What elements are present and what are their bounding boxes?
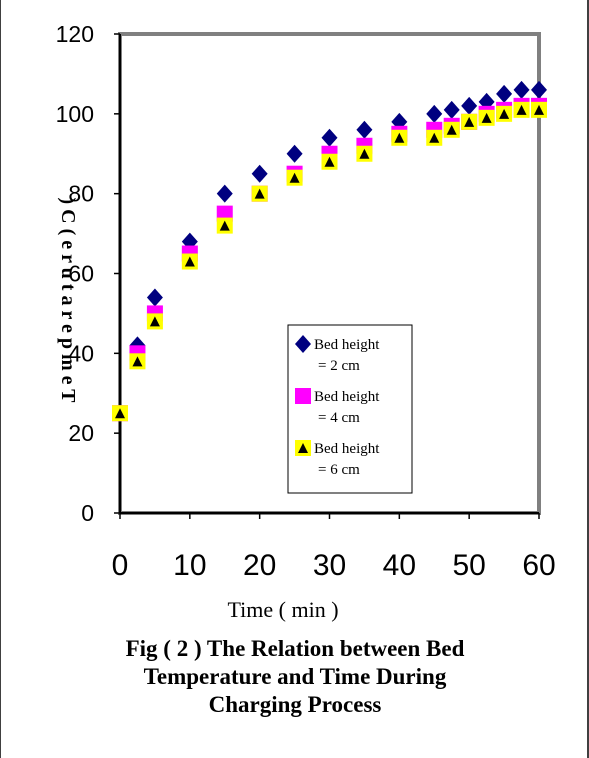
legend-label-3: Bed height: [314, 441, 380, 457]
legend-label-1: Bed height: [314, 337, 380, 353]
legend-marker-3-inner: [298, 443, 308, 453]
axis-ticks: 0 20 40 60 80 100 120 0 10 20 30 40 50 60: [56, 21, 556, 582]
legend-label-3: = 6 cm: [318, 462, 360, 478]
series-3-point-inner: [324, 156, 335, 167]
series-1-point: [461, 96, 478, 115]
series-1-point: [321, 128, 338, 147]
legend: Bed height = 2 cm Bed height = 4 cm Bed heig…: [287, 324, 413, 494]
y-tick-label: 20: [68, 420, 94, 446]
y-tick-label: 120: [56, 21, 94, 47]
series-1-point: [286, 144, 303, 163]
series-1-point: [443, 100, 460, 119]
series-3-point-inner: [464, 116, 475, 127]
series-3-point-inner: [446, 124, 457, 135]
series-3-point-inner: [219, 220, 230, 231]
series-3-point-inner: [115, 408, 125, 419]
series-1-point: [146, 288, 163, 307]
series-3-point-inner: [429, 132, 440, 143]
x-tick-label: 60: [522, 549, 555, 582]
y-tick-label: 100: [56, 101, 94, 127]
series-3-point-inner: [359, 148, 370, 159]
x-tick-label: 50: [452, 549, 485, 582]
series-3-point-inner: [499, 108, 510, 119]
legend-label-1: = 2 cm: [318, 358, 360, 374]
series-1-point: [496, 84, 513, 103]
y-tick-label: 80: [68, 181, 94, 207]
series-3-point-inner: [516, 104, 527, 115]
series-3-point-inner: [289, 172, 300, 183]
legend-box: [287, 324, 413, 494]
series-3-point-inner: [534, 104, 544, 115]
y-axis-label: ) C ( e r u t a r e p m e T: [57, 198, 79, 404]
legend-label-2: Bed height: [314, 389, 380, 405]
legend-marker-1: [295, 335, 311, 353]
series-3-point-inner: [481, 112, 492, 123]
series-3-point-inner: [132, 356, 143, 367]
x-tick-label: 30: [313, 549, 346, 582]
y-tick-label: 60: [68, 261, 94, 287]
caption-line-2: Temperature and Time During: [143, 664, 447, 689]
caption-line-1: Fig ( 2 ) The Relation between Bed: [125, 636, 465, 661]
series-1-point: [513, 80, 530, 99]
series-1-point: [251, 164, 268, 183]
x-tick-label: 10: [173, 549, 206, 582]
y-tick-label: 0: [81, 500, 94, 526]
x-tick-label: 40: [383, 549, 416, 582]
series-3-point-inner: [149, 316, 160, 327]
series-1-point: [356, 120, 373, 139]
legend-label-2: = 4 cm: [318, 410, 360, 426]
series-1-point: [216, 184, 233, 203]
series-3-point-inner: [254, 188, 265, 199]
y-tick-label: 40: [68, 340, 94, 366]
x-tick-label: 20: [243, 549, 276, 582]
series-1-point: [531, 80, 547, 99]
legend-marker-2: [295, 388, 311, 404]
series-3-point-inner: [394, 132, 405, 143]
caption-line-3: Charging Process: [208, 692, 382, 717]
x-tick-label: 0: [112, 549, 129, 582]
series-1-point: [426, 104, 443, 123]
x-axis-label: Time ( min ): [227, 597, 338, 622]
series-3-point-inner: [184, 256, 195, 267]
data-marks: [112, 80, 547, 423]
